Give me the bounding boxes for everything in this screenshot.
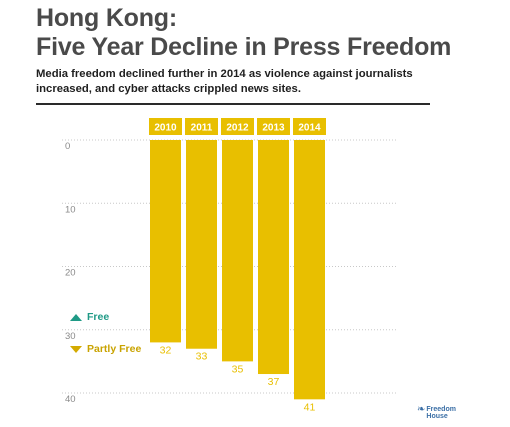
chart-subtitle: Media freedom declined further in 2014 a… xyxy=(36,68,413,95)
value-label: 33 xyxy=(196,351,208,363)
category-label-bg xyxy=(221,118,254,135)
bars xyxy=(149,118,326,400)
freedom-house-logo: ❧Freedom House xyxy=(417,404,456,421)
category-label-bg xyxy=(185,118,218,135)
category-label-bg xyxy=(257,118,290,135)
title-line-1: Hong Kong: xyxy=(36,4,178,32)
y-tick-label: 40 xyxy=(65,394,76,405)
category-label: 2013 xyxy=(262,123,285,134)
title-line-2: Five Year Decline in Press Freedom xyxy=(36,33,452,61)
bar xyxy=(294,140,325,400)
y-tick-label: 20 xyxy=(65,268,76,279)
triangle-down-icon xyxy=(70,345,82,353)
bar xyxy=(150,140,181,343)
triangle-up-icon xyxy=(70,313,82,321)
logo-line-2: House xyxy=(426,413,448,420)
category-label-bg xyxy=(293,118,326,135)
bar xyxy=(186,140,217,349)
legend-free-label: Free xyxy=(87,311,110,323)
category-label: 2012 xyxy=(226,123,249,134)
labels: 0 10 20 30 40 2010 32 2011 33 2012 35 2013 37 2014 41 xyxy=(65,123,321,414)
value-label: 41 xyxy=(304,401,316,413)
legend-partly-free: Partly Free xyxy=(70,343,141,355)
bar xyxy=(222,140,253,362)
category-label: 2010 xyxy=(154,123,177,134)
value-label: 35 xyxy=(232,363,244,375)
value-label: 32 xyxy=(160,344,172,356)
category-label-bg xyxy=(149,118,182,135)
legend-partly-free-label: Partly Free xyxy=(87,343,142,355)
y-tick-label: 30 xyxy=(65,331,76,342)
y-tick-label: 10 xyxy=(65,204,76,215)
chart-title: Hong Kong: Five Year Decline in Press Fr… xyxy=(36,4,451,62)
bar xyxy=(258,140,289,375)
value-label: 37 xyxy=(268,376,280,388)
legend-free: Free xyxy=(70,311,109,323)
category-label: 2014 xyxy=(298,123,321,134)
title-divider xyxy=(36,103,430,105)
logo-line-1: Freedom xyxy=(426,406,456,413)
torch-icon: ❧ xyxy=(417,404,426,415)
category-label: 2011 xyxy=(191,123,213,134)
y-tick-label: 0 xyxy=(65,141,70,152)
